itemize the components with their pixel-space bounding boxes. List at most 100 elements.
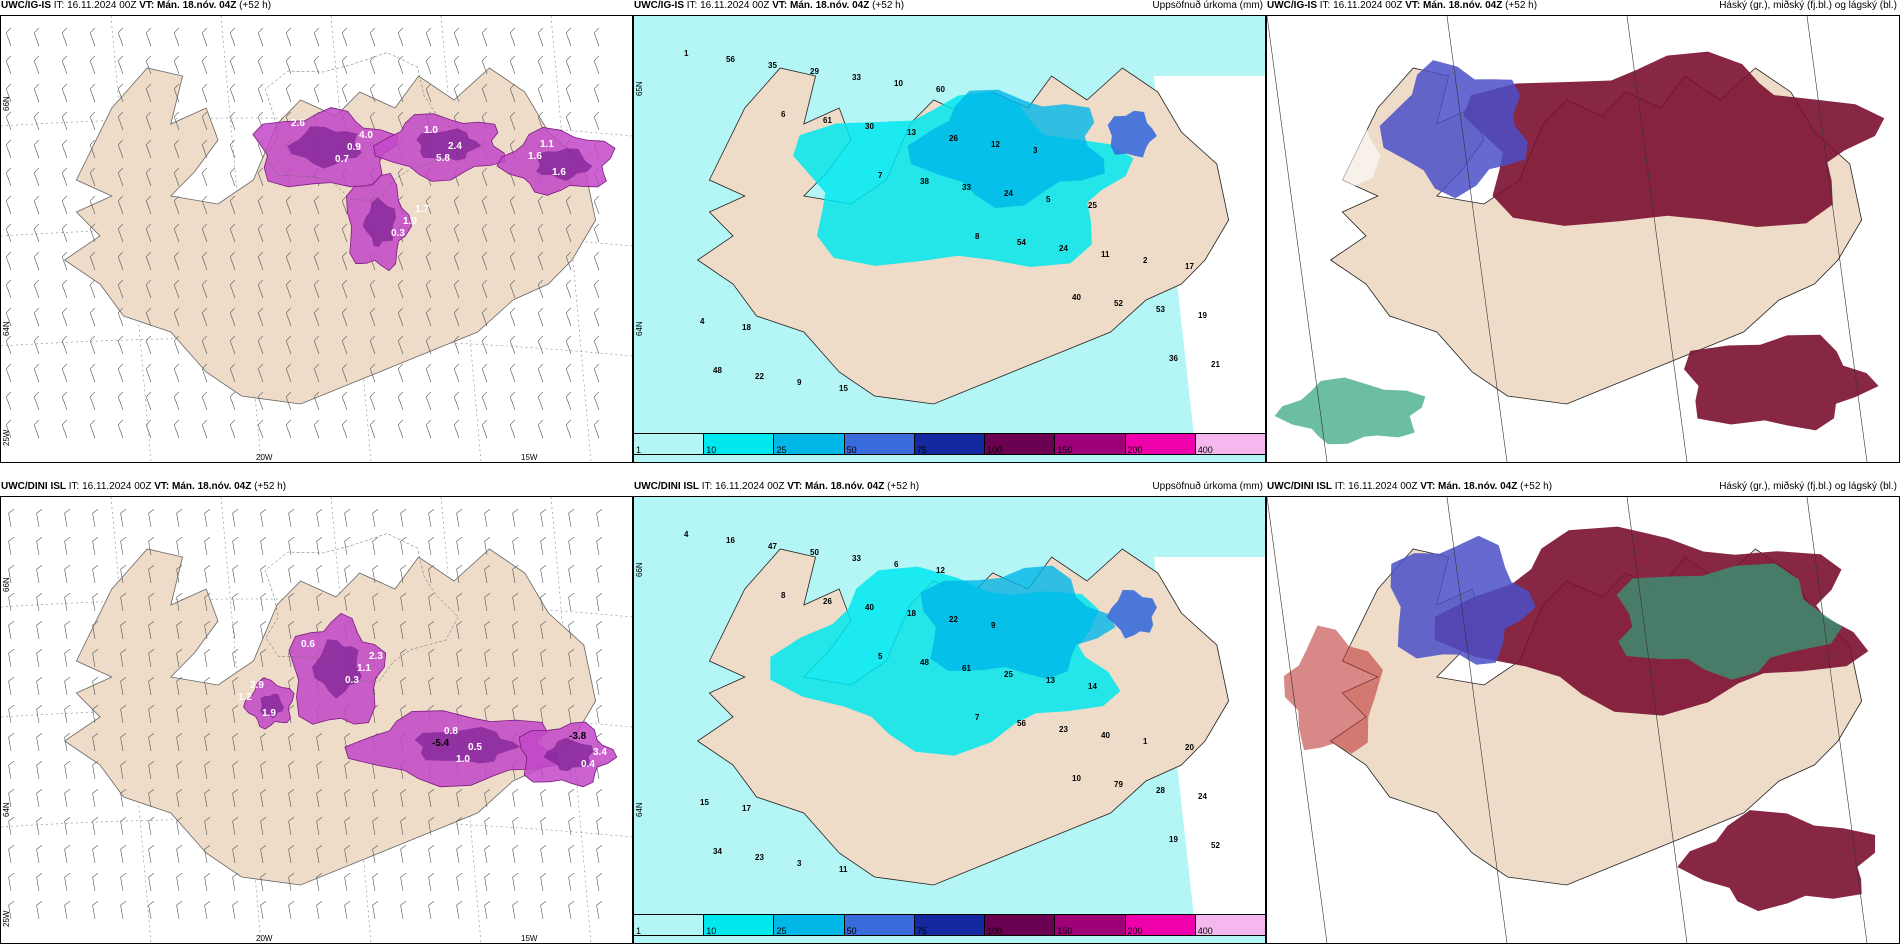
wind-barb xyxy=(257,279,264,299)
wind-barb xyxy=(61,167,68,187)
wind-barb xyxy=(537,363,544,383)
wind-barb xyxy=(36,620,43,640)
map-precip-igis[interactable]: 1678403656613854522135303324534829132411… xyxy=(634,16,1265,462)
precip-value-label: 5 xyxy=(878,652,883,661)
wind-barb xyxy=(285,83,292,103)
wind-barb xyxy=(540,816,547,836)
wind-barb xyxy=(481,363,488,383)
snow-value-label: 0.8 xyxy=(444,726,458,737)
map-precip-dini[interactable]: 4857101916264856795247406123283450182540… xyxy=(634,497,1265,943)
wind-barb xyxy=(540,592,547,612)
wind-barb xyxy=(204,508,211,528)
panel-header: UWC/DINI ISL IT: 16.11.2024 00Z VT: Mán.… xyxy=(1267,481,1897,492)
wind-barb xyxy=(232,760,239,780)
precip-value-label: 4 xyxy=(700,317,705,326)
snow-value-label: 1.9 xyxy=(403,216,417,227)
wind-barb xyxy=(204,760,211,780)
model-name: UWC/DINI ISL xyxy=(1267,481,1332,492)
precip-core xyxy=(1107,110,1157,158)
wind-barb xyxy=(33,279,40,299)
wind-barb xyxy=(369,307,376,327)
wind-barb xyxy=(316,900,323,920)
wind-barb xyxy=(400,816,407,836)
wind-barb xyxy=(313,195,320,215)
wind-barb xyxy=(89,419,96,439)
wind-barb xyxy=(89,391,96,411)
map-snow-igis[interactable]: 2.6 2.4 1.7 1.6 4.0 5.8 1.9 1.1 0.9 1.0 0.3 1.6 0.7 xyxy=(1,16,632,462)
precip-value-label: 10 xyxy=(1072,774,1081,783)
wind-barb xyxy=(537,223,544,243)
wind-barb xyxy=(537,83,544,103)
panel-precip-igis: UWC/IG-IS IT: 16.11.2024 00Z VT: Mán. 18… xyxy=(633,0,1266,463)
colorbar-segment: 10 xyxy=(704,434,775,455)
wind-barb xyxy=(120,620,127,640)
cloud-area xyxy=(1284,84,1381,217)
snow-core xyxy=(416,128,482,161)
snow-value-label: 1.7 xyxy=(415,204,429,215)
wind-barb xyxy=(316,872,323,892)
precip-value-label: 15 xyxy=(700,798,709,807)
wind-barb xyxy=(201,195,208,215)
wind-barb xyxy=(176,788,183,808)
snow-value-label: 0.5 xyxy=(468,742,482,753)
map-cloud-dini[interactable] xyxy=(1267,497,1899,943)
wind-barb xyxy=(64,704,71,724)
colorbar-segment: 25 xyxy=(774,434,845,455)
wind-barb xyxy=(484,648,491,668)
wind-barb xyxy=(148,648,155,668)
wind-barb xyxy=(313,279,320,299)
precip-value-label: 40 xyxy=(1072,293,1081,302)
wind-barb xyxy=(36,732,43,752)
wind-barb xyxy=(117,83,124,103)
precip-value-label: 33 xyxy=(962,183,971,192)
wind-barb xyxy=(117,279,124,299)
wind-barb xyxy=(145,251,152,271)
wind-barb xyxy=(453,83,460,103)
wind-barb xyxy=(288,620,295,640)
wind-barb xyxy=(509,83,516,103)
panel-title: Uppsöfnuð úrkoma (mm) xyxy=(1152,0,1263,11)
precip-value-label: 13 xyxy=(1046,676,1055,685)
wind-barb xyxy=(145,111,152,131)
wind-barb xyxy=(425,55,432,75)
wind-barb xyxy=(260,816,267,836)
wind-barb xyxy=(176,508,183,528)
wind-barb xyxy=(176,704,183,724)
wind-barb xyxy=(313,335,320,355)
wind-barb xyxy=(260,508,267,528)
snow-value-label: 1.0 xyxy=(456,754,470,765)
map-snow-dini[interactable]: 0.6 0.5 1.6 1.9 2.3 1.0 3.4 2.9 1.1 0.8 0.4 1.2 0.3 -… xyxy=(1,497,632,943)
wind-barb xyxy=(145,139,152,159)
wind-barb xyxy=(512,844,519,864)
wind-barb xyxy=(596,816,603,836)
wind-barb xyxy=(540,536,547,556)
snow-value-label: 1.2 xyxy=(238,692,252,703)
wind-barb xyxy=(204,592,211,612)
wind-barb xyxy=(596,872,603,892)
wind-barb xyxy=(344,788,351,808)
lon-label: 15W xyxy=(521,453,538,462)
precip-value-label: 48 xyxy=(713,366,722,375)
sector-line xyxy=(1446,497,1508,943)
wind-barb xyxy=(173,83,180,103)
wind-barb xyxy=(257,391,264,411)
wind-barb xyxy=(400,844,407,864)
wind-barb xyxy=(512,564,519,584)
wind-barb xyxy=(313,419,320,439)
wind-barb xyxy=(593,419,600,439)
wind-barb xyxy=(33,335,40,355)
precip-value-label: 19 xyxy=(1198,311,1207,320)
precip-value-label: 79 xyxy=(1114,780,1123,789)
wind-barb xyxy=(540,564,547,584)
wind-barb xyxy=(117,307,124,327)
wind-barb xyxy=(481,307,488,327)
wind-barb xyxy=(173,335,180,355)
wind-barb xyxy=(425,27,432,47)
high-cloud-area xyxy=(1274,377,1426,445)
map-cloud-igis[interactable] xyxy=(1267,16,1899,462)
wind-barb xyxy=(400,564,407,584)
wind-barb xyxy=(481,335,488,355)
wind-barb xyxy=(568,564,575,584)
colorbar-tick-label: 100 xyxy=(987,445,1003,455)
wind-barb xyxy=(201,307,208,327)
